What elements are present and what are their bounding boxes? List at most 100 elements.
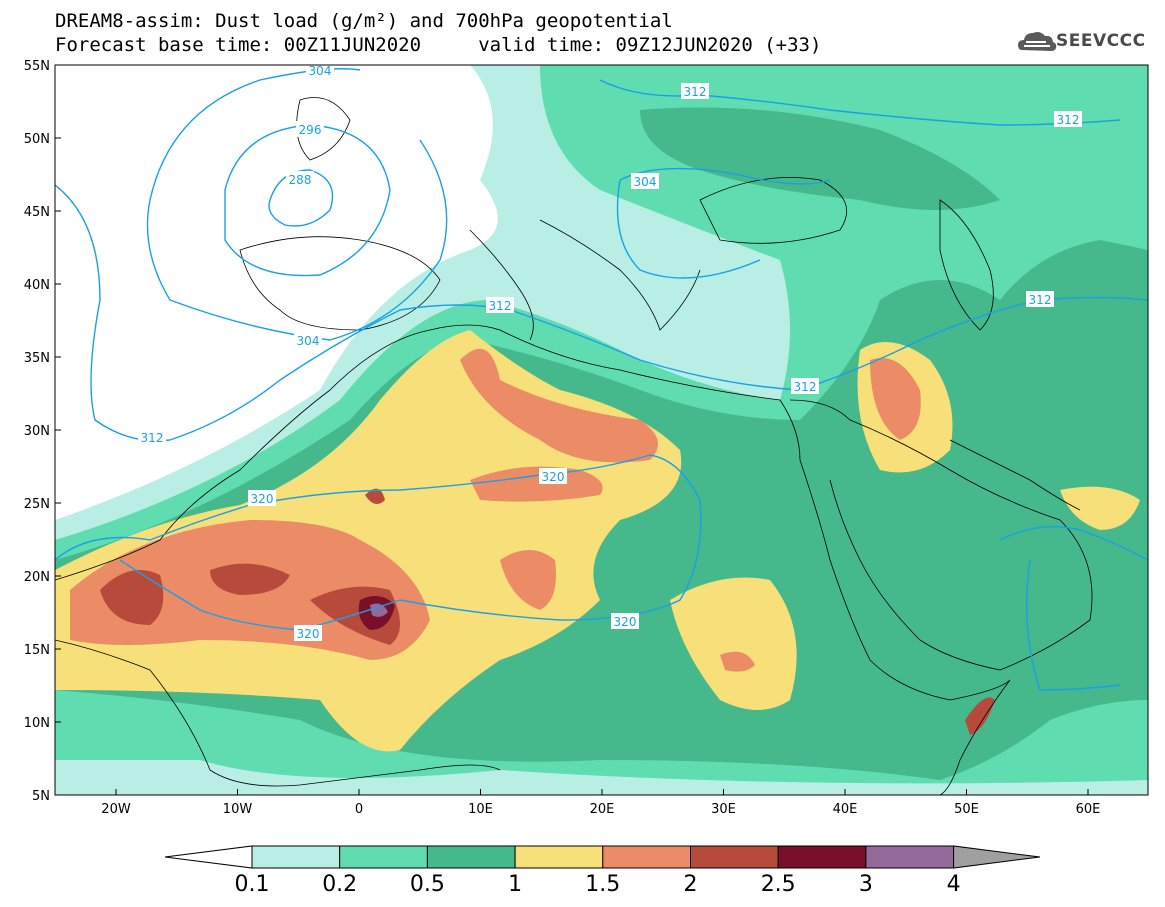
contour-label: 320 [294,625,322,641]
lat-label: 5N [32,789,50,804]
lon-label: 50E [954,802,979,817]
map-title-line2: Forecast base time: 00Z11JUN2020 valid t… [55,34,822,56]
colorbar-swatch [339,845,428,869]
lon-label: 10E [468,802,493,817]
colorbar-swatch [602,845,691,869]
contour-312-north [599,79,1121,126]
contour-label: 296 [296,121,324,137]
coastline-italy [469,229,534,341]
contour-label: 320 [539,468,567,484]
lat-label: 25N [24,497,50,512]
lon-label: 10W [223,802,253,817]
svg-text:320: 320 [542,470,565,484]
contour-label: 304 [631,173,659,189]
contour-label: 312 [1026,291,1054,307]
svg-text:304: 304 [297,334,320,348]
lat-label: 20N [24,570,50,585]
lat-label: 55N [24,59,50,74]
lat-label: 30N [24,424,50,439]
coastline-west-africa [55,639,501,787]
svg-text:312: 312 [1029,293,1052,307]
contour-312-west [55,184,1148,442]
colorbar-label: 0.1 [234,872,270,897]
colorbar-swatch [514,845,604,869]
logo-text: SEEVCCC [1056,31,1146,51]
dust-band-2 [100,570,164,625]
lat-label: 15N [24,643,50,658]
dust-band-1.5-tunisia [460,348,658,463]
dust-band-1.5-libya [470,466,603,502]
dust-band-2-somalia [965,697,995,735]
lat-label: 40N [24,278,50,293]
lat-label: 45N [24,205,50,220]
coastlines [55,97,1093,795]
contour-label: 320 [248,490,276,506]
svg-text:296: 296 [299,123,322,137]
colorbar-label: 0.5 [409,872,445,897]
coastline-iberia [239,236,441,331]
cloud-icon [1018,32,1057,51]
coastline-africa [55,324,1011,795]
dust-band-1.5-iraq [870,358,921,440]
colorbar-swatch [777,845,867,869]
colorbar-label: 1.5 [585,872,621,897]
dust-band-2-mauritania [210,563,290,595]
lon-label: 40E [833,802,858,817]
colorbar [164,845,1041,869]
dust-load-field [55,65,1148,795]
lon-label: 20E [590,802,615,817]
dust-band-1.5-sudan [720,651,755,672]
svg-text:320: 320 [614,615,637,629]
coastline-persian-gulf [949,439,1081,511]
coastline-caspian [939,199,994,331]
dust-band-1-east [670,577,797,710]
svg-text:312: 312 [1057,113,1080,127]
contour-296 [224,124,391,277]
colorbar-below-triangle [164,845,253,869]
svg-text:312: 312 [141,431,164,445]
colorbar-swatch [865,845,955,869]
map-title-line1: DREAM8-assim: Dust load (g/m²) and 700hP… [55,10,673,32]
contour-label: 288 [286,171,314,187]
svg-text:312: 312 [489,299,512,313]
coastline-balkans [539,219,701,331]
dust-band-1-gulf [1060,486,1140,530]
svg-text:320: 320 [297,627,320,641]
lat-axis: 55N 50N 45N 40N 35N 30N 25N 20N 15N 10N 5N [24,59,61,804]
colorbar-swatch [690,845,779,869]
coastline-black-sea [699,177,848,244]
lat-label: 50N [24,132,50,147]
colorbar-swatch [251,845,341,869]
contour-304-west [146,68,448,341]
colorbar-label: 0.2 [322,872,358,897]
svg-text:312: 312 [794,380,817,394]
colorbar-swatch [426,845,516,869]
contour-304-east [616,167,831,279]
lon-label: 60E [1076,802,1101,817]
colorbar-label: 3 [858,872,873,897]
lon-label: 0 [355,802,363,817]
colorbar-label: 2.5 [760,872,796,897]
svg-text:320: 320 [251,492,274,506]
coastline-arabia [789,399,1093,671]
lat-label: 10N [24,716,50,731]
svg-text:312: 312 [684,85,707,99]
svg-text:304: 304 [634,175,657,189]
colorbar-label: 2 [683,872,698,897]
contour-label: 304 [306,62,334,78]
contour-label-group: 304 296 288 304 312 312 312 304 312 312 … [138,62,1082,641]
colorbar-label: 1 [508,872,523,897]
colorbar-above-triangle [953,845,1041,869]
contour-label: 320 [611,613,639,629]
lat-label: 35N [24,351,50,366]
svg-text:304: 304 [309,64,332,78]
dust-band-0.5-north [640,107,1000,210]
dust-band-3 [370,603,388,617]
dust-band-1.5-chad [500,550,556,610]
contour-320-east [999,526,1148,691]
contour-label: 312 [681,83,709,99]
contour-label: 312 [1054,111,1082,127]
lon-axis: 20W 10W 0 10E 20E 30E 40E 50E 60E [101,789,1100,817]
colorbar-label: 4 [946,872,961,897]
